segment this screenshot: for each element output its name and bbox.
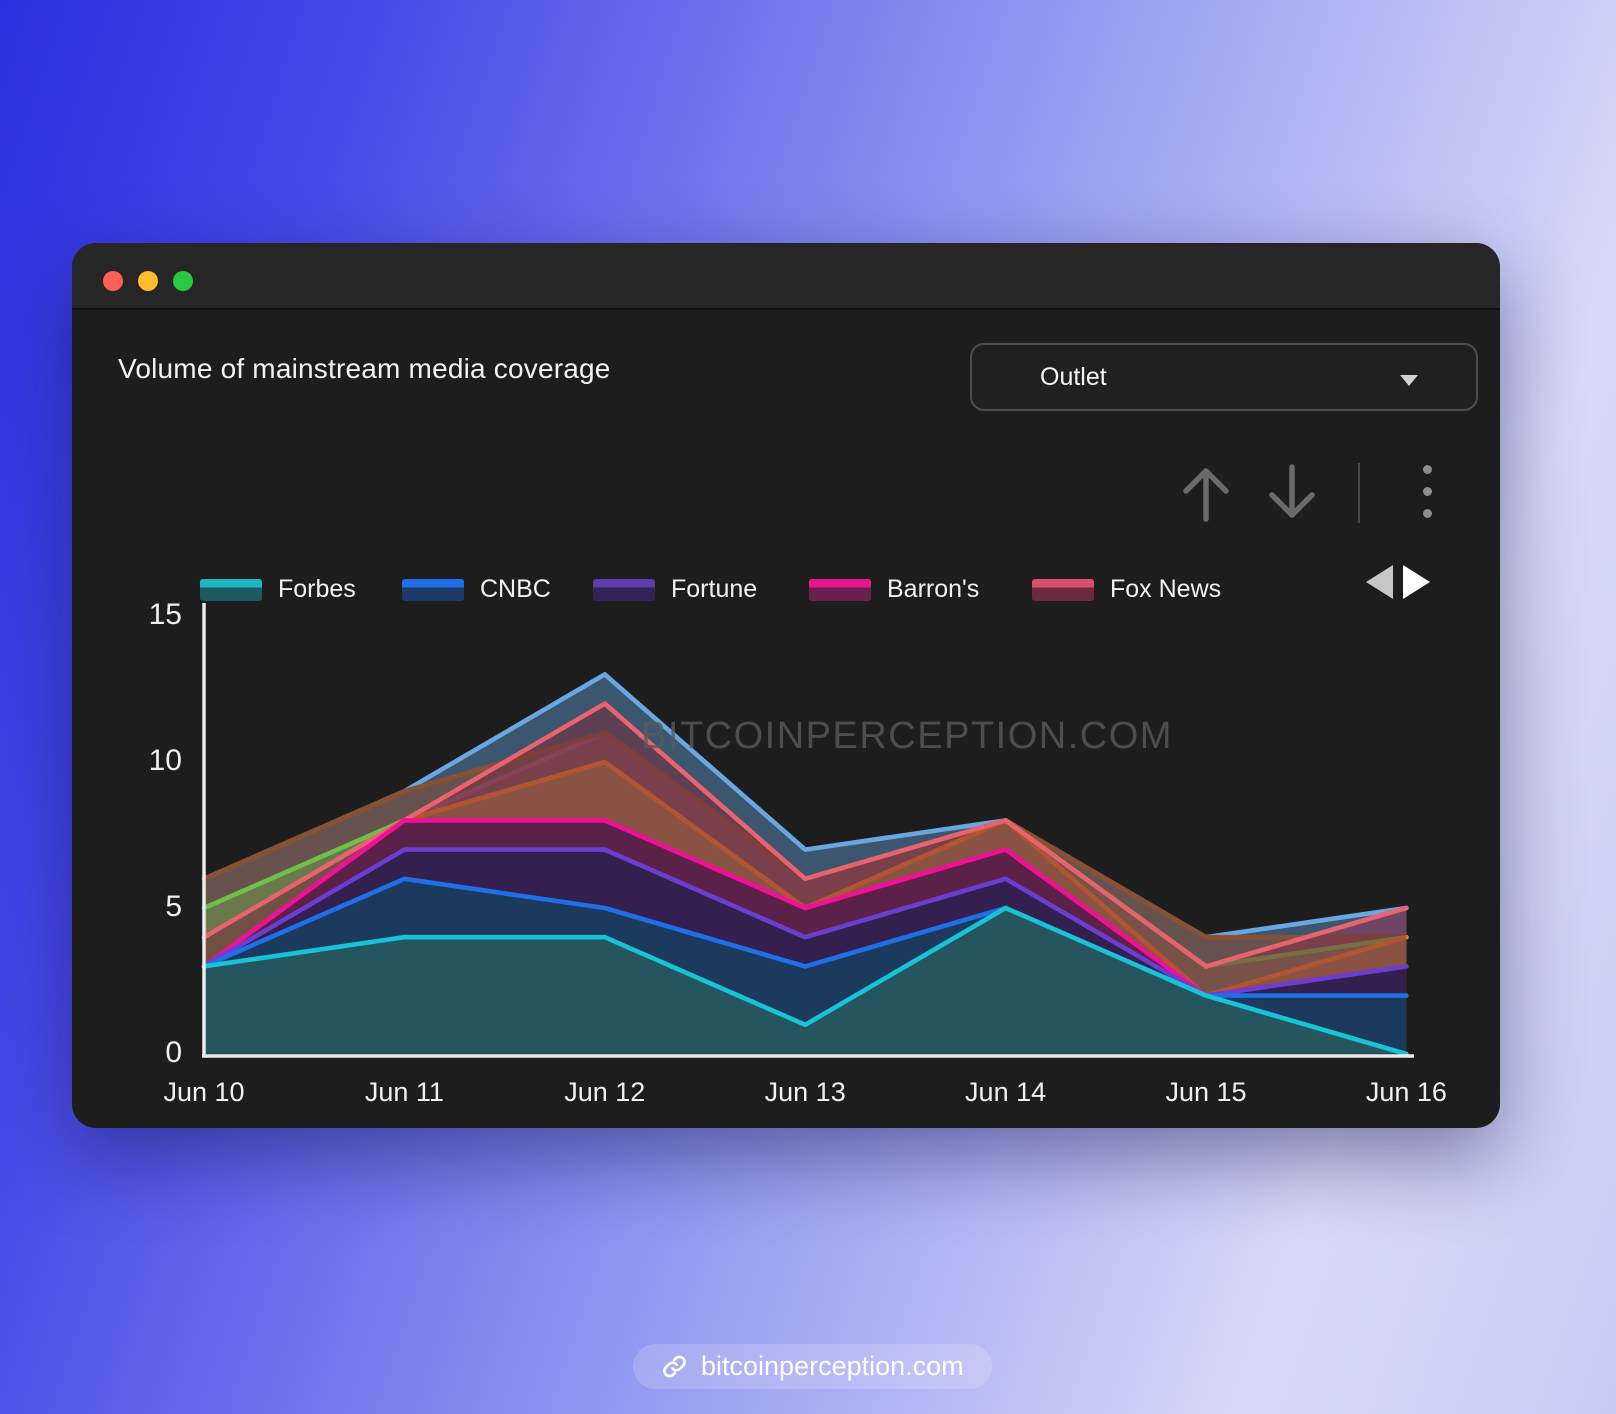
series-line (201, 730, 1409, 940)
chevron-down-icon (1400, 375, 1418, 386)
y-tick-label: 10 (148, 744, 182, 777)
x-tick-label: Jun 11 (364, 1077, 444, 1107)
footer-link-text: bitcoinperception.com (701, 1351, 964, 1381)
series-line-forbes (201, 905, 1409, 1057)
series-line (201, 672, 1409, 940)
series-line (201, 730, 1409, 969)
legend-item-barron-s[interactable]: Barron's (809, 575, 979, 604)
legend-item-fortune[interactable]: Fortune (593, 575, 757, 604)
x-tick-label: Jun 13 (764, 1077, 846, 1107)
legend-swatch (200, 578, 262, 601)
footer-site-link[interactable]: bitcoinperception.com (633, 1344, 992, 1389)
legend-label: Fox News (1110, 575, 1222, 603)
zoom-window-button[interactable] (173, 271, 193, 291)
legend-item-fox-news[interactable]: Fox News (1032, 575, 1221, 604)
series-area-cnbc (204, 878, 1407, 1054)
series-line-cnbc (201, 876, 1409, 998)
legend-item-cnbc[interactable]: CNBC (402, 575, 551, 604)
series-line-fortune (201, 847, 1409, 998)
legend-label: Fortune (671, 575, 758, 603)
legend-label: Barron's (887, 575, 980, 603)
watermark-text: BITCOINPERCEPTION.COM (641, 715, 1173, 757)
x-tick-label: Jun 10 (163, 1077, 245, 1107)
outlet-dropdown[interactable]: Outlet (970, 343, 1478, 411)
series-area (204, 762, 1407, 1054)
x-tick-label: Jun 15 (1165, 1077, 1247, 1107)
series-line (201, 759, 1409, 998)
series-area-barron-s (204, 820, 1407, 1054)
y-tick-label: 0 (165, 1036, 182, 1069)
y-tick-label: 5 (165, 890, 182, 923)
series-area-fox-news (204, 703, 1407, 1054)
x-tick-label: Jun 12 (564, 1077, 646, 1107)
series-line-fox-news (201, 701, 1409, 969)
series-area (204, 762, 1407, 1054)
series-line (201, 759, 1409, 969)
move-down-icon[interactable] (1264, 463, 1320, 523)
page-title: Volume of mainstream media coverage (118, 353, 611, 384)
legend-scroll-left-icon[interactable] (1366, 565, 1393, 599)
series-line-barron-s (201, 818, 1409, 998)
legend-pager (1366, 561, 1446, 603)
legend-scroll-right-icon[interactable] (1403, 565, 1430, 599)
legend-swatch (1032, 578, 1094, 601)
legend-swatch (402, 578, 464, 601)
x-tick-label: Jun 14 (965, 1077, 1047, 1107)
link-icon (663, 1355, 686, 1378)
minimize-window-button[interactable] (138, 271, 158, 291)
series-area (204, 732, 1407, 1054)
window-titlebar (72, 243, 1500, 310)
chart-axes (202, 603, 1414, 1058)
x-tick-label: Jun 16 (1365, 1077, 1447, 1107)
y-tick-label: 15 (148, 598, 182, 631)
legend-item-forbes[interactable]: Forbes (200, 575, 356, 604)
series-area-forbes (204, 908, 1407, 1054)
legend-label: CNBC (480, 575, 551, 603)
legend-swatch (809, 578, 871, 601)
outlet-dropdown-value: Outlet (1040, 362, 1107, 391)
series-area (204, 674, 1407, 1054)
move-up-icon[interactable] (1178, 463, 1234, 523)
legend-label: Forbes (278, 575, 356, 603)
app-window: Volume of mainstream media coverage Outl… (72, 243, 1500, 1128)
legend-swatch (593, 578, 655, 601)
kebab-menu-icon[interactable] (1419, 465, 1435, 521)
toolbar-divider (1358, 463, 1360, 523)
series-area (204, 732, 1407, 1054)
close-window-button[interactable] (103, 271, 123, 291)
series-area-fortune (204, 849, 1407, 1054)
